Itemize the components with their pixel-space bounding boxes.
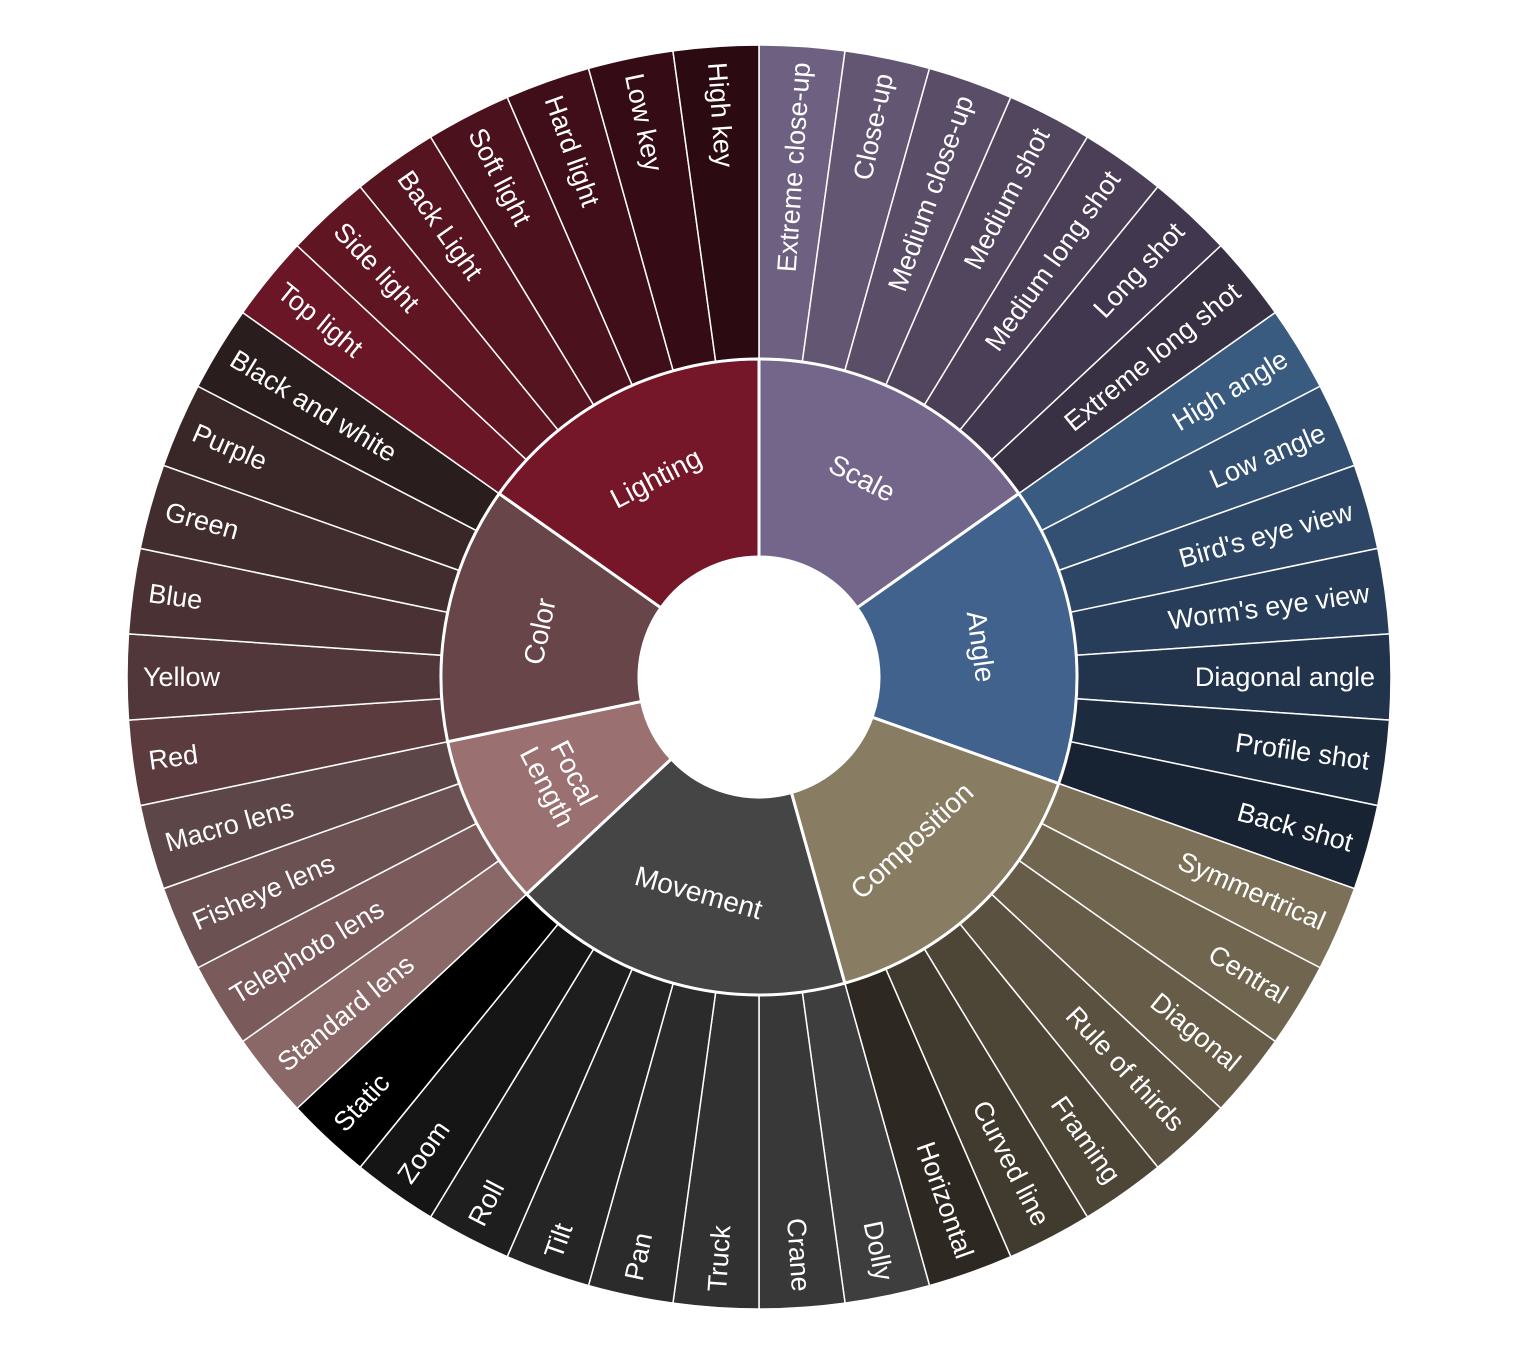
label-yellow: Yellow	[143, 662, 221, 692]
label-red: Red	[147, 739, 200, 775]
inner-ring	[439, 357, 1079, 997]
label-diagonal-angle: Diagonal angle	[1195, 662, 1375, 692]
outer-ring	[126, 44, 1392, 1310]
label-truck: Truck	[702, 1224, 737, 1293]
center-hole	[639, 557, 879, 797]
label-crane: Crane	[781, 1217, 816, 1292]
label-blue: Blue	[147, 578, 205, 615]
label-high-key: High key	[702, 61, 739, 168]
